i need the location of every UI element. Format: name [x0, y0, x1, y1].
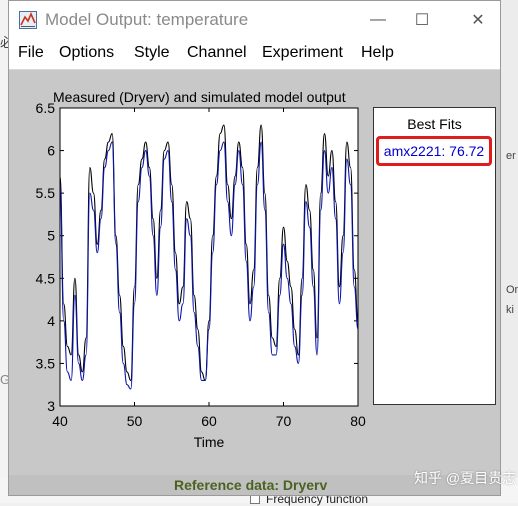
menu-experiment[interactable]: Experiment	[262, 44, 343, 61]
window-title: Model Output: temperature	[45, 10, 249, 29]
background-left-fragment: G	[0, 372, 11, 387]
background-right-fragment: Or	[506, 284, 518, 296]
close-icon: ✕	[471, 12, 485, 29]
minimize-button[interactable]: —	[363, 7, 393, 33]
menu-help[interactable]: Help	[361, 44, 394, 61]
y-tick-label: 4.5	[36, 270, 56, 286]
best-fit-entry[interactable]: amx2221: 76.72	[383, 143, 485, 159]
close-button[interactable]: ✕	[463, 7, 493, 33]
y-tick-label: 6.5	[36, 100, 56, 116]
menu-file[interactable]: File	[18, 44, 44, 61]
simulated-series-line	[60, 141, 358, 390]
background-right-fragment: er	[506, 150, 516, 162]
y-tick-label: 4	[47, 313, 55, 329]
x-tick-label: 60	[201, 413, 217, 429]
model-output-window: Model Output: temperature — ☐ ✕ File Opt…	[8, 0, 501, 496]
best-fits-title: Best Fits	[407, 116, 462, 132]
background-right-fragment: ki	[506, 304, 514, 316]
menu-style[interactable]: Style	[134, 44, 170, 61]
y-tick-label: 5.5	[36, 185, 56, 201]
model-output-plot[interactable]: 40 50 60 70 80 3 3.5 4 4.5 5 5.5 6 6.5 Time	[9, 1, 500, 475]
y-tick-label: 3.5	[36, 355, 56, 371]
x-tick-label: 70	[276, 413, 292, 429]
reference-data-label: Reference data: Dryerv	[174, 477, 328, 493]
minimize-icon: —	[370, 11, 386, 28]
menu-options[interactable]: Options	[59, 44, 115, 61]
plot-axes-box	[59, 107, 359, 407]
x-tick-label: 40	[52, 413, 68, 429]
zhihu-watermark: 知乎 @夏目贵志	[414, 470, 517, 486]
best-fits-panel: Best Fits amx2221: 76.72	[373, 107, 496, 405]
y-tick-label: 6	[47, 143, 55, 159]
maximize-icon: ☐	[414, 12, 430, 29]
menu-channel[interactable]: Channel	[187, 44, 247, 61]
background-app-right-strip: er Or ki	[500, 0, 518, 503]
x-tick-label: 80	[350, 413, 366, 429]
title-bar[interactable]: Model Output: temperature — ☐ ✕	[9, 1, 500, 39]
menu-bar: File Options Style Channel Experiment He…	[9, 39, 500, 70]
background-app-left-strip: 必 G	[0, 0, 13, 503]
x-axis-label: Time	[194, 434, 225, 450]
best-fit-entry-highlight[interactable]: amx2221: 76.72	[376, 136, 492, 166]
y-tick-label: 5	[47, 228, 55, 244]
measured-series-line	[60, 124, 358, 382]
matlab-app-icon	[19, 11, 37, 29]
status-bar: Reference data: Dryerv	[9, 475, 500, 495]
y-tick-label: 3	[47, 398, 55, 414]
x-tick-label: 50	[127, 413, 143, 429]
plot-title: Measured (Dryerv) and simulated model ou…	[53, 89, 346, 105]
maximize-button[interactable]: ☐	[407, 7, 437, 33]
